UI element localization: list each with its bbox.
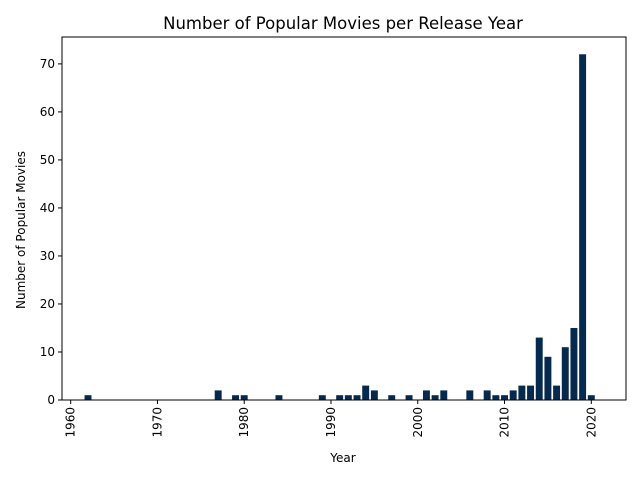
y-tick-label: 20 [40,297,55,311]
bar-2003 [440,390,448,400]
bar-1977 [214,390,222,400]
bar-2010 [501,395,508,400]
bar-1995 [370,390,378,400]
bar-2012 [518,385,526,400]
bar-1980 [240,395,248,400]
bar-2019 [579,54,587,401]
y-tick-label: 10 [40,345,55,359]
bar-1992 [344,395,352,400]
x-tick-label: 1980 [237,407,251,438]
y-axis-ticks: 0 10 20 30 40 50 60 70 [40,57,62,407]
bar-2020 [587,395,595,400]
bar-2017 [561,347,569,400]
x-tick-label: 1970 [150,407,164,438]
bar-1989 [318,395,326,400]
bar-2011 [509,390,517,400]
bar-2014 [535,337,543,400]
bar-1979 [232,395,240,400]
x-axis-label: Year [329,451,355,465]
bar-2006 [466,390,474,400]
bar-2013 [527,385,535,400]
x-axis-ticks: 1960 1970 1980 1990 2000 2010 2020 [64,400,598,438]
bar-2001 [422,390,430,400]
bar-2018 [570,327,578,400]
y-tick-label: 40 [40,201,55,215]
bar-1997 [388,395,396,400]
plot-area-frame [61,36,627,401]
y-tick-label: 70 [40,57,55,71]
bar-1984 [275,395,283,400]
bar-1994 [362,385,370,400]
bars-group [84,54,595,401]
y-tick-label: 30 [40,249,55,263]
x-tick-label: 2010 [498,407,512,438]
bar-2009 [492,395,500,400]
bar-1962 [84,395,92,400]
x-tick-label: 2000 [411,407,425,438]
bar-1991 [336,395,344,400]
y-axis-label: Number of Popular Movies [14,151,28,309]
chart-title: Number of Popular Movies per Release Yea… [163,14,523,33]
bar-2008 [483,390,491,400]
x-tick-label: 1990 [324,407,338,438]
bar-2002 [431,395,439,400]
bar-1999 [405,395,413,400]
y-tick-label: 0 [47,393,55,407]
y-tick-label: 60 [40,105,55,119]
y-tick-label: 50 [40,153,55,167]
x-tick-label: 2020 [584,407,598,438]
bar-2016 [553,385,561,400]
bar-1993 [353,395,361,400]
x-tick-label: 1960 [64,407,78,438]
bar-2015 [544,356,552,400]
